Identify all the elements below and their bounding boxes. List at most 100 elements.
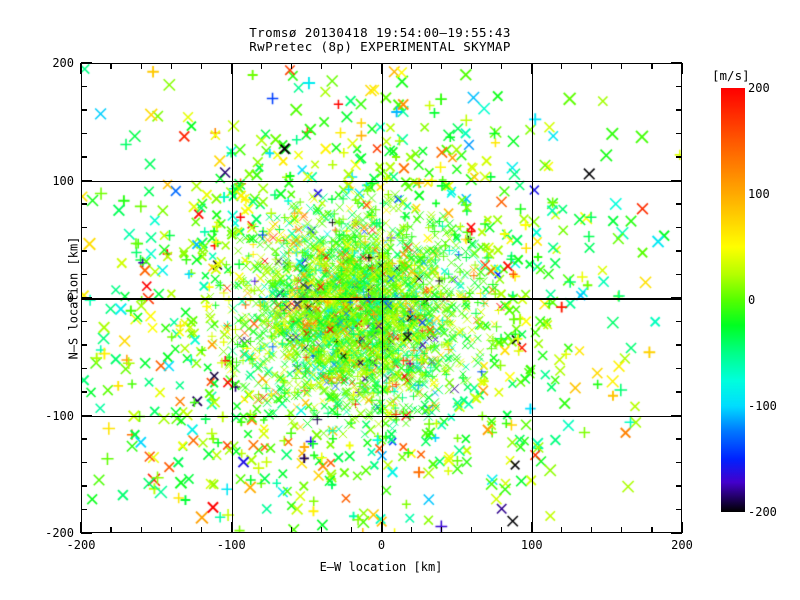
x-minor-tick (410, 527, 413, 533)
x-major-tick-top (380, 63, 383, 74)
y-minor-tick-right (676, 485, 682, 487)
y-tick-label: 200 (52, 56, 74, 70)
x-major-tick (80, 522, 82, 533)
y-major-tick-right (671, 414, 682, 417)
y-minor-tick (81, 132, 87, 135)
y-minor-tick (81, 203, 87, 205)
x-minor-tick-top (501, 63, 503, 69)
y-minor-tick (81, 461, 87, 464)
y-major-tick (81, 179, 92, 182)
x-major-tick (531, 522, 533, 533)
y-minor-tick-right (676, 226, 682, 229)
y-minor-tick-right (676, 250, 682, 252)
y-major-tick-right (671, 62, 682, 64)
y-major-tick (81, 532, 92, 534)
y-major-tick-right (671, 179, 682, 182)
x-minor-tick (591, 527, 593, 533)
x-minor-tick (471, 527, 473, 533)
x-minor-tick (621, 527, 623, 533)
x-minor-tick (501, 527, 503, 533)
x-tick-label: -100 (216, 538, 246, 552)
y-minor-tick-right (676, 273, 682, 276)
x-minor-tick-top (410, 63, 413, 69)
x-minor-tick (290, 527, 292, 533)
x-minor-tick-top (260, 63, 262, 69)
x-tick-label: 0 (377, 538, 386, 552)
y-major-tick (81, 414, 92, 417)
x-tick-label: -200 (66, 538, 96, 552)
y-major-tick-right (671, 297, 682, 299)
colorbar-unit-label: [m/s] (712, 68, 750, 83)
x-minor-tick-top (621, 63, 623, 69)
gridline-horizontal (82, 415, 681, 418)
gridline-vertical (231, 64, 233, 532)
x-minor-tick (441, 527, 443, 533)
x-major-tick-top (80, 63, 82, 74)
x-minor-tick-top (471, 63, 473, 69)
colorbar-tick-label: 200 (748, 81, 770, 95)
y-minor-tick (81, 226, 87, 229)
x-minor-tick-top (441, 63, 443, 69)
y-minor-tick (81, 367, 87, 370)
scatter-plot-area[interactable] (81, 63, 682, 533)
x-major-tick-top (531, 63, 533, 74)
x-major-tick (230, 522, 232, 533)
colorbar-tick-label: 100 (748, 187, 770, 201)
y-minor-tick (81, 250, 87, 252)
x-minor-tick-top (170, 63, 172, 69)
title-line-2: RwPretec (8p) EXPERIMENTAL SKYMAP (249, 39, 511, 54)
y-minor-tick-right (676, 132, 682, 135)
y-tick-label: 100 (52, 173, 74, 188)
x-major-tick (681, 522, 683, 533)
y-minor-tick-right (676, 391, 682, 393)
x-minor-tick (260, 527, 262, 533)
gridline-horizontal (82, 180, 681, 183)
x-minor-tick (350, 527, 353, 533)
x-major-tick-top (230, 63, 232, 74)
x-minor-tick-top (140, 63, 142, 69)
colorbar-gradient (721, 88, 745, 512)
y-minor-tick (81, 508, 87, 511)
x-minor-tick (561, 527, 563, 533)
x-minor-tick (200, 527, 202, 533)
y-major-tick (81, 297, 92, 299)
gridline-vertical (381, 64, 384, 532)
x-minor-tick-top (110, 63, 112, 69)
y-minor-tick (81, 320, 87, 323)
y-minor-tick-right (676, 156, 682, 158)
y-tick-label: -100 (45, 408, 74, 423)
x-minor-tick-top (561, 63, 563, 69)
figure-title: Tromsø 20130418 19:54:00‒19:55:43 RwPret… (0, 26, 760, 54)
title-line-1: Tromsø 20130418 19:54:00‒19:55:43 (249, 25, 511, 40)
y-major-tick-right (671, 532, 682, 534)
x-minor-tick (110, 527, 112, 533)
y-minor-tick (81, 85, 87, 88)
x-major-tick (380, 522, 383, 533)
y-minor-tick-right (676, 438, 682, 440)
x-minor-tick-top (320, 63, 322, 69)
x-minor-tick (170, 527, 172, 533)
colorbar[interactable] (721, 88, 745, 512)
x-minor-tick (320, 527, 322, 533)
y-minor-tick-right (676, 508, 682, 511)
y-minor-tick-right (676, 85, 682, 88)
y-minor-tick (81, 485, 87, 487)
scatter-points-layer (82, 64, 681, 532)
y-tick-label: 0 (66, 291, 74, 305)
y-minor-tick (81, 438, 87, 440)
y-minor-tick (81, 156, 87, 158)
y-major-tick (81, 62, 92, 64)
colorbar-tick-label: -200 (748, 505, 777, 519)
y-minor-tick (81, 391, 87, 393)
colorbar-tick-label: -100 (748, 399, 777, 413)
x-minor-tick-top (591, 63, 593, 69)
y-minor-tick-right (676, 344, 682, 346)
x-minor-tick-top (350, 63, 353, 69)
y-minor-tick-right (676, 461, 682, 464)
x-major-tick-top (681, 63, 683, 74)
x-minor-tick-top (290, 63, 292, 69)
y-minor-tick (81, 109, 87, 111)
y-minor-tick (81, 344, 87, 346)
y-axis-title: N‒S location [km] (66, 236, 81, 360)
